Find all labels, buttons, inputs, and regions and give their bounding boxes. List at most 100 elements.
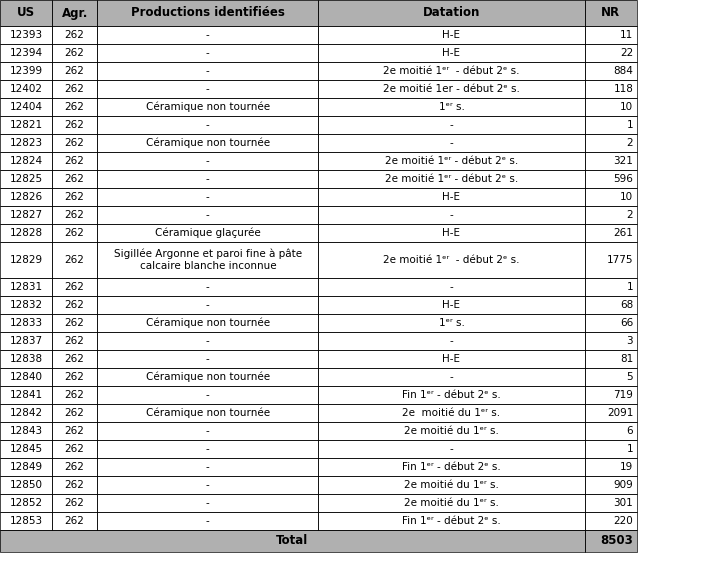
Text: 12852: 12852 bbox=[9, 498, 43, 508]
Bar bbox=[318, 80, 585, 98]
Bar bbox=[52, 404, 97, 422]
Bar bbox=[0, 494, 52, 512]
Bar bbox=[585, 152, 637, 170]
Bar bbox=[585, 530, 637, 552]
Text: 12831: 12831 bbox=[9, 282, 43, 292]
Bar bbox=[318, 206, 585, 224]
Text: H-E: H-E bbox=[442, 228, 461, 238]
Bar bbox=[52, 512, 97, 530]
Bar bbox=[318, 278, 585, 296]
Bar bbox=[52, 440, 97, 458]
Bar bbox=[585, 314, 637, 332]
Text: 262: 262 bbox=[64, 255, 85, 265]
Bar bbox=[585, 440, 637, 458]
Bar bbox=[0, 62, 52, 80]
Bar bbox=[318, 368, 585, 386]
Text: 12399: 12399 bbox=[9, 66, 43, 76]
Text: 1775: 1775 bbox=[606, 255, 633, 265]
Bar bbox=[318, 350, 585, 368]
Bar bbox=[0, 26, 52, 44]
Text: 262: 262 bbox=[64, 48, 85, 58]
Bar bbox=[318, 152, 585, 170]
Bar bbox=[585, 26, 637, 44]
Bar bbox=[318, 476, 585, 494]
Text: 596: 596 bbox=[613, 174, 633, 184]
Bar bbox=[97, 476, 318, 494]
Bar bbox=[585, 512, 637, 530]
Bar bbox=[585, 332, 637, 350]
Text: 1: 1 bbox=[627, 282, 633, 292]
Bar bbox=[318, 296, 585, 314]
Bar bbox=[318, 494, 585, 512]
Bar bbox=[97, 440, 318, 458]
Bar bbox=[52, 44, 97, 62]
Bar bbox=[0, 188, 52, 206]
Bar bbox=[97, 116, 318, 134]
Text: 8503: 8503 bbox=[601, 534, 633, 548]
Bar bbox=[318, 62, 585, 80]
Text: 19: 19 bbox=[620, 462, 633, 472]
Bar bbox=[585, 44, 637, 62]
Bar bbox=[52, 512, 97, 530]
Text: 2e moitié 1ᵉʳ - début 2ᵉ s.: 2e moitié 1ᵉʳ - début 2ᵉ s. bbox=[385, 156, 518, 166]
Bar bbox=[585, 206, 637, 224]
Bar bbox=[52, 206, 97, 224]
Bar bbox=[318, 188, 585, 206]
Bar bbox=[585, 116, 637, 134]
Bar bbox=[0, 242, 52, 278]
Bar bbox=[318, 152, 585, 170]
Text: Total: Total bbox=[276, 534, 308, 548]
Text: -: - bbox=[449, 210, 454, 220]
Bar bbox=[97, 512, 318, 530]
Text: -: - bbox=[206, 498, 210, 508]
Bar bbox=[52, 476, 97, 494]
Text: 12832: 12832 bbox=[9, 300, 43, 310]
Text: 2091: 2091 bbox=[607, 408, 633, 418]
Text: 262: 262 bbox=[64, 372, 85, 382]
Text: -: - bbox=[206, 48, 210, 58]
Text: Céramique non tournée: Céramique non tournée bbox=[146, 138, 270, 148]
Text: 10: 10 bbox=[620, 192, 633, 202]
Text: -: - bbox=[206, 426, 210, 436]
Bar bbox=[585, 188, 637, 206]
Text: -: - bbox=[449, 336, 454, 346]
Text: -: - bbox=[206, 84, 210, 94]
Bar bbox=[585, 386, 637, 404]
Bar bbox=[585, 188, 637, 206]
Bar bbox=[0, 404, 52, 422]
Bar bbox=[0, 62, 52, 80]
Bar bbox=[0, 494, 52, 512]
Text: 12402: 12402 bbox=[9, 84, 43, 94]
Bar bbox=[97, 404, 318, 422]
Bar bbox=[97, 206, 318, 224]
Text: 2e moitié 1ᵉʳ  - début 2ᵉ s.: 2e moitié 1ᵉʳ - début 2ᵉ s. bbox=[383, 255, 519, 265]
Bar bbox=[318, 98, 585, 116]
Bar bbox=[0, 242, 52, 278]
Bar bbox=[97, 386, 318, 404]
Bar bbox=[0, 44, 52, 62]
Bar bbox=[97, 404, 318, 422]
Bar bbox=[318, 404, 585, 422]
Bar bbox=[97, 512, 318, 530]
Text: 2e moitié du 1ᵉʳ s.: 2e moitié du 1ᵉʳ s. bbox=[404, 480, 499, 490]
Bar bbox=[0, 116, 52, 134]
Bar bbox=[52, 116, 97, 134]
Bar bbox=[318, 170, 585, 188]
Bar bbox=[318, 134, 585, 152]
Bar bbox=[585, 116, 637, 134]
Text: 301: 301 bbox=[613, 498, 633, 508]
Bar bbox=[97, 224, 318, 242]
Text: 12393: 12393 bbox=[9, 30, 43, 40]
Bar bbox=[0, 296, 52, 314]
Text: 2e moitié du 1ᵉʳ s.: 2e moitié du 1ᵉʳ s. bbox=[404, 498, 499, 508]
Text: 2e moitié 1ᵉʳ - début 2ᵉ s.: 2e moitié 1ᵉʳ - début 2ᵉ s. bbox=[385, 174, 518, 184]
Bar bbox=[52, 98, 97, 116]
Bar bbox=[52, 386, 97, 404]
Bar bbox=[97, 314, 318, 332]
Bar bbox=[0, 314, 52, 332]
Bar bbox=[0, 422, 52, 440]
Bar bbox=[585, 152, 637, 170]
Bar bbox=[52, 44, 97, 62]
Bar bbox=[52, 422, 97, 440]
Bar bbox=[52, 134, 97, 152]
